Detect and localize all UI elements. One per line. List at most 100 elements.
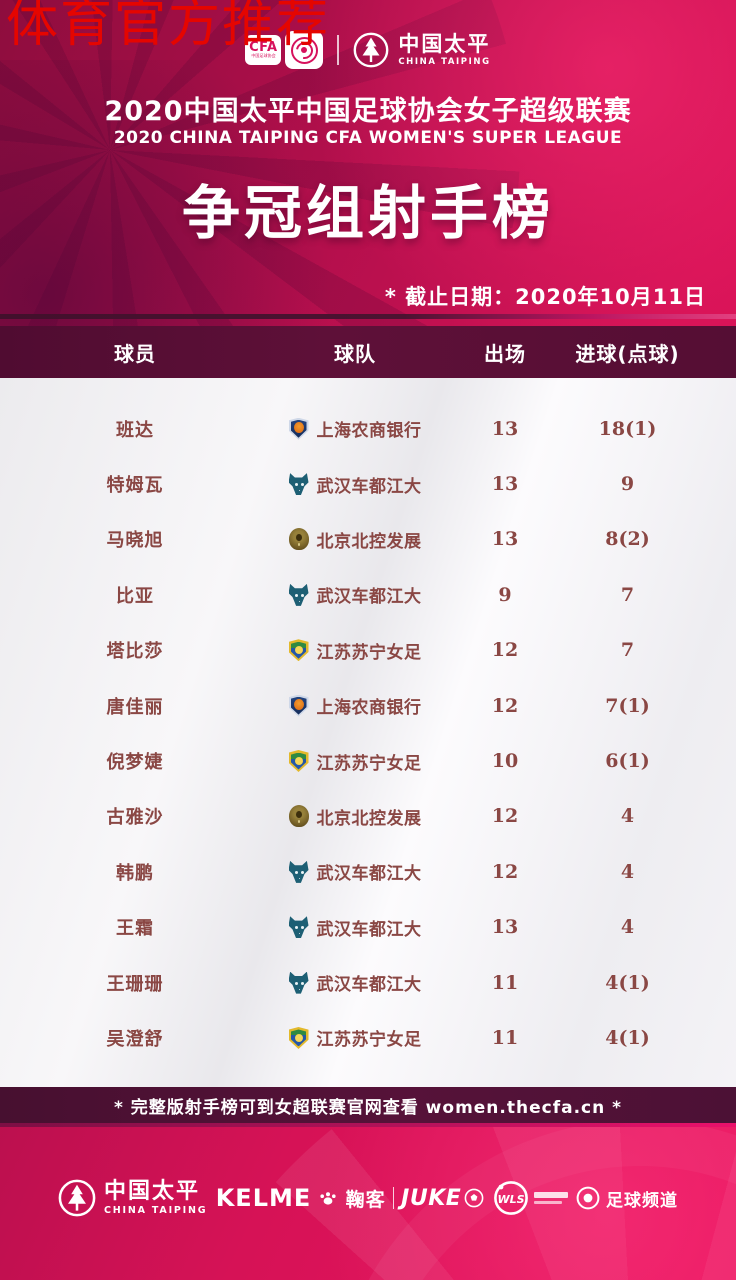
taiping-name-en: CHINA TAIPING [398, 56, 491, 67]
goals-value: 4 [620, 860, 635, 883]
kelme-wordmark: KELME [215, 1184, 312, 1212]
china-taiping-logo: 中国太平 CHINA TAIPING [353, 32, 490, 68]
player-name: 唐佳丽 [106, 696, 164, 718]
player-name: 塔比莎 [106, 641, 164, 663]
team-name: 北京北控发展 [316, 531, 422, 552]
table-row: 塔比莎 江苏苏宁女足 12 7 [0, 623, 736, 678]
sponsor-juke: 鞠客 JUKE [346, 1185, 485, 1212]
column-header-player: 球员 [114, 341, 156, 366]
table-row: 特姆瓦 武汉车都江大 13 9 [0, 456, 736, 511]
goals-value: 7 [620, 583, 635, 606]
goals-value: 4 [620, 916, 635, 939]
juke-wordmark-en: JUKE [401, 1185, 462, 1211]
juke-divider [392, 1187, 395, 1209]
sponsor-wls: WLS [493, 1180, 568, 1216]
team-name: 武汉车都江大 [316, 476, 422, 497]
juke-ball-icon [464, 1188, 484, 1208]
appearances-value: 9 [498, 583, 512, 606]
team-crest-icon [288, 417, 309, 440]
table-row: 倪梦婕 江苏苏宁女足 10 6(1) [0, 733, 736, 788]
team-cell: 上海农商银行 [270, 693, 440, 718]
table-row: 马晓旭 北京北控发展 13 8(2) [0, 512, 736, 567]
team-cell: 武汉车都江大 [270, 859, 440, 884]
table-row: 比亚 武汉车都江大 9 7 [0, 567, 736, 622]
appearances-value: 13 [491, 528, 519, 551]
player-name: 特姆瓦 [106, 475, 164, 497]
player-name: 倪梦婕 [106, 752, 164, 774]
footer-note-text: * 完整版射手榜可到女超联赛官网查看 women.thecfa.cn * [113, 1097, 623, 1118]
league-title-cn: 2020中国太平中国足球协会女子超级联赛 [104, 96, 632, 127]
divider-stripe-bottom [0, 1123, 736, 1127]
appearances-value: 13 [491, 473, 519, 496]
league-emblem-badge [285, 31, 324, 69]
taiping-text: 中国太平 CHINA TAIPING [398, 33, 491, 67]
team-cell: 江苏苏宁女足 [270, 749, 440, 774]
table-row: 古雅沙 北京北控发展 12 4 [0, 789, 736, 844]
player-name: 班达 [116, 419, 154, 441]
team-name: 武汉车都江大 [316, 975, 422, 996]
goals-value: 7(1) [605, 694, 650, 717]
team-crest-icon [288, 971, 309, 994]
team-crest-icon [288, 1026, 309, 1049]
team-name: 武汉车都江大 [316, 587, 422, 608]
goals-value: 8(2) [605, 528, 650, 551]
table-row: 班达 上海农商银行 13 18(1) [0, 401, 736, 456]
goals-value: 4(1) [605, 1026, 650, 1049]
sponsor-taiping-cn: 中国太平 [104, 1178, 201, 1204]
league-title-en: 2020 CHINA TAIPING CFA WOMEN'S SUPER LEA… [113, 128, 623, 148]
team-name: 武汉车都江大 [316, 864, 422, 885]
sponsor-taiping-text: 中国太平 CHINA TAIPING [104, 1178, 207, 1216]
taiping-tree-icon [353, 32, 389, 68]
team-cell: 武汉车都江大 [270, 582, 440, 607]
team-cell: 北京北控发展 [270, 804, 440, 829]
column-header-apps: 出场 [484, 341, 526, 366]
table-header: 球员 球队 出场 进球(点球) [0, 326, 736, 378]
football-channel-wordmark: 足球频道 [606, 1190, 678, 1211]
sponsor-football-channel: 足球频道 [576, 1186, 678, 1211]
brand-row: CFA 中国足球协会 中国太平 CHINA TAIPING [0, 31, 736, 69]
goals-value: 7 [620, 639, 635, 662]
team-crest-icon [288, 805, 309, 828]
team-name: 上海农商银行 [316, 421, 422, 442]
team-cell: 江苏苏宁女足 [270, 638, 440, 663]
sponsor-row: 中国太平 CHINA TAIPING KELME 鞠客 JUKE [58, 1158, 678, 1238]
svg-text:WLS: WLS [497, 1193, 524, 1206]
appearances-value: 10 [491, 750, 519, 773]
team-crest-icon [288, 473, 309, 496]
divider-stripe-top [0, 314, 736, 319]
goals-value: 18(1) [598, 417, 657, 440]
goals-value: 9 [620, 473, 635, 496]
cfa-badge: CFA 中国足球协会 [245, 35, 282, 65]
player-name: 王珊珊 [106, 973, 164, 995]
player-name: 吴澄舒 [106, 1028, 164, 1050]
team-cell: 江苏苏宁女足 [270, 1025, 440, 1050]
appearances-value: 13 [491, 417, 519, 440]
kelme-paw-icon [320, 1192, 336, 1205]
team-name: 武汉车都江大 [316, 919, 422, 940]
cfa-logo: CFA 中国足球协会 [245, 31, 324, 69]
team-cell: 武汉车都江大 [270, 915, 440, 940]
team-name: 上海农商银行 [316, 698, 422, 719]
taiping-tree-icon [58, 1179, 96, 1217]
goals-value: 6(1) [605, 750, 650, 773]
appearances-value: 11 [491, 971, 519, 994]
team-crest-icon [288, 639, 309, 662]
team-crest-icon [288, 916, 309, 939]
team-name: 北京北控发展 [316, 808, 422, 829]
cfa-sublabel: 中国足球协会 [251, 54, 276, 59]
player-name: 韩鹏 [116, 862, 154, 884]
appearances-value: 12 [491, 694, 519, 717]
team-crest-icon [288, 750, 309, 773]
table-row: 韩鹏 武汉车都江大 12 4 [0, 844, 736, 899]
football-channel-icon [576, 1186, 600, 1210]
league-emblem-icon [290, 36, 318, 64]
player-name: 马晓旭 [106, 530, 164, 552]
table-row: 王霜 武汉车都江大 13 4 [0, 900, 736, 955]
table-body: 班达 上海农商银行 13 18(1) 特姆瓦 武汉车都江大 13 9 马晓旭 北… [0, 378, 736, 1087]
wls-subtext-illegible [533, 1192, 568, 1204]
player-name: 王霜 [116, 918, 154, 940]
appearances-value: 11 [491, 1026, 519, 1049]
team-cell: 武汉车都江大 [270, 472, 440, 497]
team-crest-icon [288, 583, 309, 606]
